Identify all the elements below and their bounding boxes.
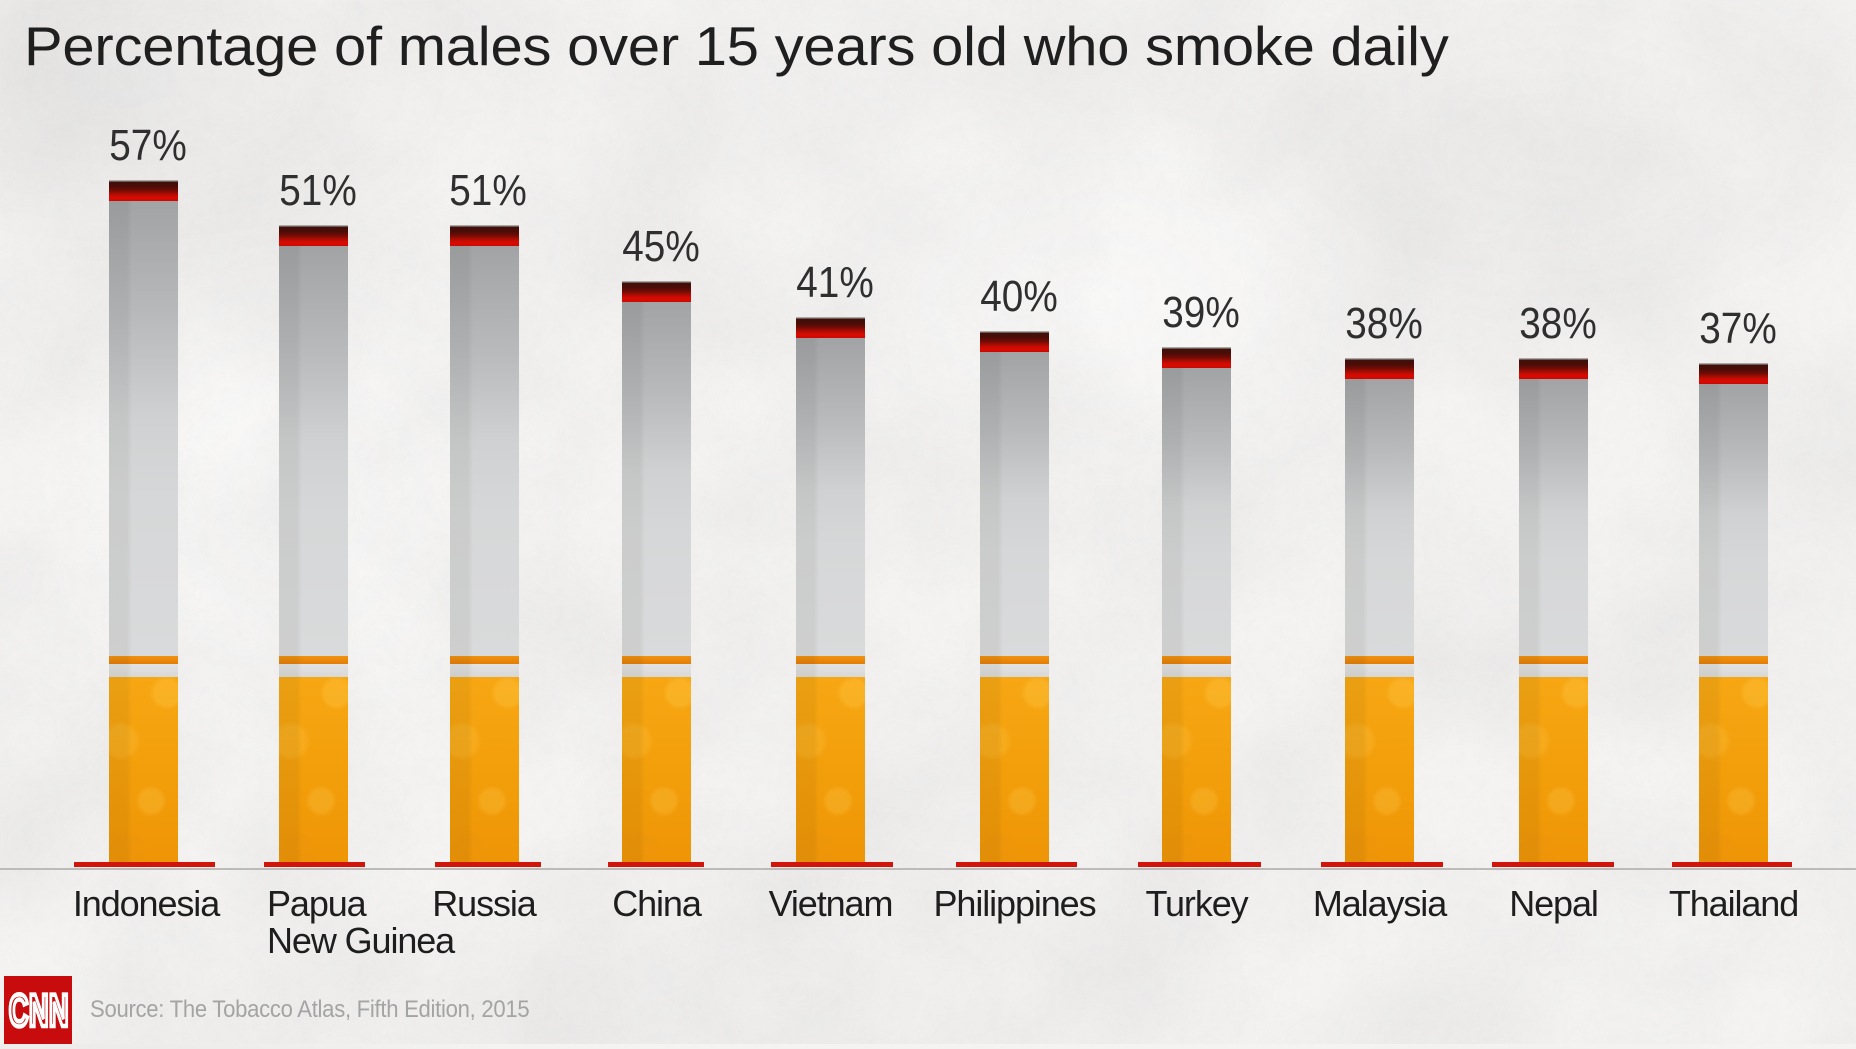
- svg-text:CNN: CNN: [9, 985, 69, 1036]
